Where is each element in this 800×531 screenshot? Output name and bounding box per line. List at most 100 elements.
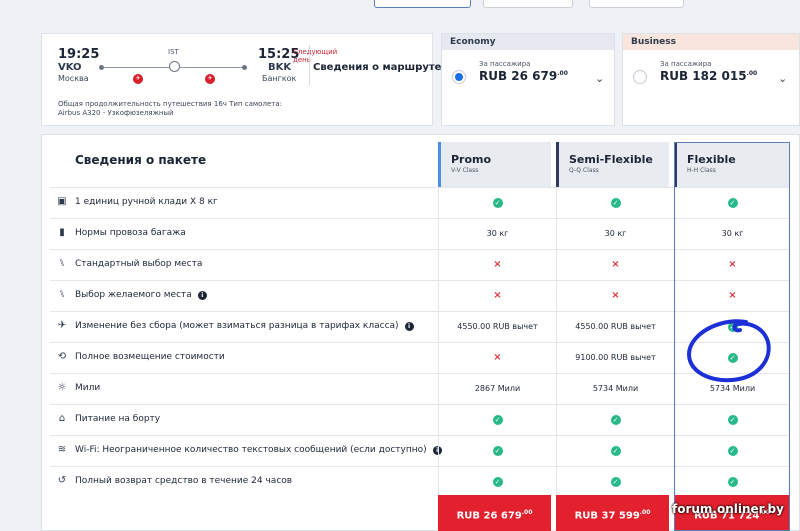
table-cell: ×: [674, 250, 790, 280]
row-label: Нормы провоза багажа: [75, 228, 186, 238]
fare-price: RUB 182 015.00: [660, 69, 758, 83]
fare-radio[interactable]: [452, 70, 466, 84]
fare-radio[interactable]: [633, 70, 647, 84]
table-cell: ✓: [438, 467, 556, 497]
row-label: Wi-Fi: Неограниченное количество текстов…: [75, 445, 442, 455]
select-flexible-button[interactable]: RUB 71 724.00: [674, 495, 790, 531]
table-cell: ✓: [674, 405, 790, 435]
fare-title: Economy: [442, 34, 614, 50]
fare-card-economy[interactable]: Economy За пассажира RUB 26 679.00 ⌄: [441, 33, 615, 126]
table-cell: 4550.00 RUB вычет: [556, 312, 674, 342]
table-cell: 30 кг: [556, 219, 674, 249]
table-row: ⑊ Выбор желаемого места i × × ×: [50, 280, 790, 311]
info-icon[interactable]: i: [404, 322, 414, 331]
row-label-text: Питание на борту: [75, 414, 161, 424]
row-label: Стандартный выбор места: [75, 259, 202, 269]
row-label-text: Изменение без сбора (может взиматься раз…: [75, 321, 399, 331]
refund-24h-icon: ↺: [57, 475, 67, 486]
arrival-city: Бангкок: [262, 74, 297, 83]
cross-icon: ×: [728, 290, 737, 301]
cross-icon: ×: [493, 352, 502, 363]
check-icon: ✓: [492, 414, 503, 425]
check-icon: ✓: [727, 321, 738, 332]
table-cell: ✓: [556, 467, 674, 497]
table-cell: ×: [556, 281, 674, 311]
table-cell: ✓: [674, 436, 790, 466]
check-icon: ✓: [492, 197, 503, 208]
row-label: Изменение без сбора (может взиматься раз…: [75, 321, 414, 331]
per-passenger-label: За пассажира: [660, 60, 712, 68]
select-semi-flexible-button[interactable]: RUB 37 599.00: [556, 495, 669, 531]
check-icon: ✓: [610, 197, 621, 208]
column-class: V-V Class: [451, 167, 479, 174]
top-tab[interactable]: [589, 0, 684, 8]
column-name: Semi-Flexible: [569, 153, 653, 166]
luggage-icon: ▮: [59, 227, 65, 238]
table-cell: ✓: [674, 312, 790, 342]
info-icon[interactable]: i: [432, 446, 442, 455]
watermark: forum.onliner.by: [672, 502, 784, 516]
check-icon: ✓: [492, 476, 503, 487]
fare-card-business[interactable]: Business За пассажира RUB 182 015.00 ⌄: [622, 33, 800, 126]
chevron-down-icon[interactable]: ⌄: [416, 62, 425, 73]
table-cell: ×: [438, 250, 556, 280]
top-tab[interactable]: [483, 0, 573, 8]
table-cell: ✓: [674, 188, 790, 218]
seat-pick-icon: ⑊: [59, 289, 65, 300]
chevron-down-icon[interactable]: ⌄: [778, 72, 788, 85]
arrival-code: BKK: [268, 62, 292, 73]
table-cell: ✓: [556, 188, 674, 218]
wifi-icon: ≋: [57, 444, 67, 455]
miles-icon: ☼: [57, 382, 67, 393]
table-cell: ✓: [674, 343, 790, 373]
divider: [309, 45, 310, 85]
stopover-marker: [169, 61, 180, 72]
table-row: ⟲ Полное возмещение стоимости × 9100.00 RUB…: [50, 342, 790, 373]
cross-icon: ×: [728, 259, 737, 270]
departure-time: 19:25: [58, 47, 100, 62]
table-cell: 4550.00 RUB вычет: [438, 312, 556, 342]
table-cell: ×: [438, 281, 556, 311]
package-title: Сведения о пакете: [75, 153, 207, 167]
column-header-semi-flexible[interactable]: Semi-Flexible Q-Q Class: [556, 142, 669, 187]
column-class: H-H Class: [687, 167, 716, 174]
table-row: ▮ Нормы провоза багажа 30 кг 30 кг 30 кг: [50, 218, 790, 249]
check-icon: ✓: [492, 445, 503, 456]
table-row: ⌂ Питание на борту ✓ ✓ ✓: [50, 404, 790, 435]
row-label: Питание на борту: [75, 414, 160, 424]
select-promo-button[interactable]: RUB 26 679.00: [438, 495, 551, 531]
fare-title: Business: [623, 34, 799, 50]
column-name: Promo: [451, 153, 492, 166]
info-icon[interactable]: i: [197, 291, 207, 300]
chevron-down-icon[interactable]: ⌄: [595, 72, 605, 85]
flight-summary-card: [41, 33, 433, 126]
cell-value: 4550.00 RUB вычет: [575, 322, 656, 331]
row-label-text: Wi-Fi: Неограниченное количество текстов…: [75, 445, 427, 455]
row-label: Полный возврат средство в течение 24 час…: [75, 476, 292, 486]
row-label-text: Полный возврат средство в течение 24 час…: [75, 476, 293, 486]
row-label-text: Нормы провоза багажа: [75, 228, 186, 238]
table-row: ⑊ Стандартный выбор места × × ×: [50, 249, 790, 280]
column-header-flexible[interactable]: Flexible H-H Class: [674, 142, 790, 187]
table-cell: ✓: [556, 405, 674, 435]
table-cell: 9100.00 RUB вычет: [556, 343, 674, 373]
per-passenger-label: За пассажира: [479, 60, 531, 68]
table-cell: 5734 Мили: [556, 374, 674, 404]
table-row: ☼ Мили 2867 Мили 5734 Мили 5734 Мили: [50, 373, 790, 404]
departure-city: Москва: [58, 74, 89, 83]
column-header-promo[interactable]: Promo V-V Class: [438, 142, 551, 187]
table-row: ▣ 1 единиц ручной клади X 8 кг ✓ ✓ ✓: [50, 187, 790, 218]
table-cell: ×: [438, 343, 556, 373]
table-cell: 30 кг: [674, 219, 790, 249]
row-label-text: Стандартный выбор места: [75, 259, 203, 269]
route-details-link[interactable]: Сведения о маршруте: [313, 62, 442, 73]
row-label: Мили: [75, 383, 100, 393]
table-row: ↺ Полный возврат средство в течение 24 ча…: [50, 466, 790, 497]
bag-icon: ▣: [57, 196, 67, 207]
check-icon: ✓: [727, 476, 738, 487]
cell-value: 2867 Мили: [474, 384, 521, 393]
row-label: Полное возмещение стоимости: [75, 352, 225, 362]
top-tab-selected[interactable]: [374, 0, 471, 8]
flight-meta: Общая продолжительность путешествия 16ч …: [58, 100, 282, 117]
table-cell: ✓: [556, 436, 674, 466]
